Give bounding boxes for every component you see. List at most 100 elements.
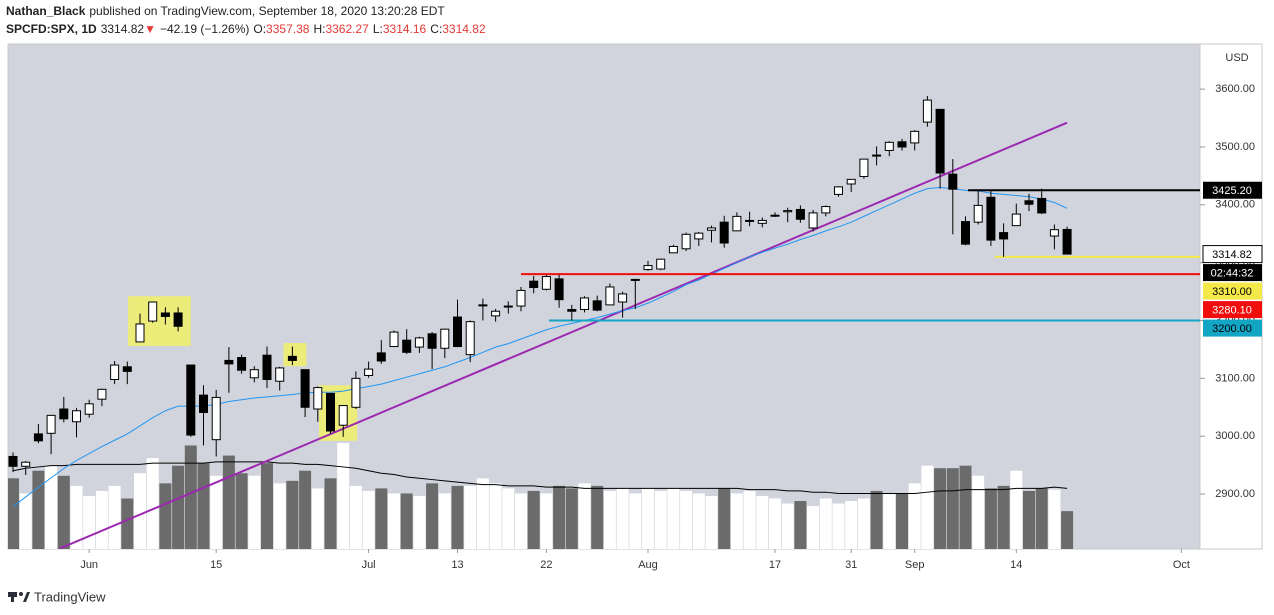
volume-bar	[121, 498, 134, 549]
volume-bar	[324, 478, 337, 549]
candle-body	[402, 339, 412, 353]
candle-body	[376, 352, 386, 362]
candle-body	[656, 258, 666, 270]
footer-logo	[8, 592, 30, 602]
candle-body	[567, 309, 577, 312]
volume-bar	[642, 488, 654, 549]
volume-bar	[997, 485, 1010, 549]
volume-bar	[337, 442, 350, 549]
x-tick-label: 22	[540, 559, 552, 571]
candle-body	[707, 227, 716, 231]
volume-bar	[718, 488, 731, 549]
volume-bar	[1061, 511, 1074, 549]
candle-body	[97, 388, 107, 400]
countdown-box	[1203, 264, 1262, 282]
candle-body	[961, 221, 970, 245]
y-tick-label: 2900.00	[1215, 488, 1255, 500]
volume-bar	[756, 495, 769, 549]
volume-bar	[870, 490, 883, 549]
candle-body	[503, 305, 513, 308]
volume-bar	[540, 493, 553, 549]
volume-bar	[984, 488, 997, 549]
volume-bar	[743, 490, 756, 549]
volume-bar	[146, 458, 159, 549]
x-tick-label: Jun	[80, 559, 98, 571]
candle-body	[821, 206, 831, 214]
volume-bar	[172, 465, 185, 549]
candle-body	[834, 186, 843, 195]
axes: 2900.003000.003100.003200.003300.003400.…	[80, 83, 1263, 571]
volume-bar	[934, 468, 947, 549]
low-value: 3314.16	[382, 22, 427, 36]
volume-bar	[896, 493, 908, 549]
volume-bar	[286, 480, 299, 549]
level-label-box	[1203, 282, 1262, 300]
volume-ma-line	[12, 461, 1068, 494]
candle-body	[859, 158, 869, 177]
candle-body	[745, 219, 755, 222]
candle-body	[592, 300, 602, 311]
candle-body	[135, 323, 145, 343]
volume-bar	[8, 478, 19, 549]
volume-bar	[1010, 470, 1023, 549]
candle-body	[465, 321, 475, 356]
level-label-box	[1203, 319, 1262, 337]
last-price-label: 3314.82	[1212, 249, 1252, 261]
volume-bar	[794, 501, 807, 549]
volume-bar	[692, 493, 705, 549]
volume-bar	[819, 498, 832, 549]
y-tick-label: 3600.00	[1215, 83, 1255, 95]
candle-body	[148, 301, 158, 322]
y-tick-label: 3100.00	[1215, 372, 1255, 384]
candle-body	[529, 280, 539, 289]
volume-bar	[464, 485, 477, 549]
candle-body	[757, 219, 767, 224]
candle-body	[8, 455, 18, 467]
candle-body	[300, 369, 310, 408]
candle-body	[770, 214, 780, 217]
candle-body	[199, 394, 208, 413]
candle-body	[630, 278, 640, 281]
candle-body	[389, 331, 399, 348]
last-price-label-box	[1202, 245, 1263, 264]
volume-bar	[565, 488, 578, 549]
volume-bar	[769, 498, 781, 549]
volume-bar	[1035, 488, 1048, 549]
low-label: L:	[372, 22, 383, 36]
candle-body	[364, 368, 374, 376]
header-line-1: Nathan_Black published on TradingView.com…	[6, 4, 449, 18]
candle-body	[694, 232, 704, 240]
candle-body	[1062, 228, 1072, 255]
volume-bar	[908, 483, 921, 549]
volume-bar	[184, 445, 197, 549]
volume-bar	[807, 506, 820, 549]
y-tick-label: 3500.00	[1215, 141, 1255, 153]
volume-bar	[476, 478, 489, 549]
volume-bar	[629, 493, 642, 549]
level-label: 3425.20	[1212, 185, 1252, 197]
candle-body	[605, 286, 615, 306]
level-label-box	[1203, 181, 1262, 199]
candle-body	[516, 289, 526, 307]
x-tick-label: 15	[210, 559, 222, 571]
candle-body	[795, 208, 805, 220]
volume-bar	[45, 465, 58, 549]
candle-body	[910, 130, 920, 144]
volume-bar	[527, 490, 540, 549]
author: Nathan_Black	[6, 4, 86, 18]
candle-body	[554, 278, 564, 301]
countdown: 02:44:32	[1211, 267, 1254, 279]
candle-body	[326, 392, 335, 432]
candle-body	[249, 369, 259, 379]
volume-bar	[413, 495, 426, 549]
trend-line	[59, 121, 1068, 549]
volume-bar	[210, 475, 223, 549]
volume-bar	[857, 498, 870, 549]
candle-body	[287, 355, 297, 361]
volume-bar	[95, 490, 108, 549]
candle-body	[1049, 229, 1059, 237]
candle-body	[173, 312, 183, 327]
candle-body	[427, 333, 437, 349]
y-tick-label: 3000.00	[1215, 430, 1255, 442]
